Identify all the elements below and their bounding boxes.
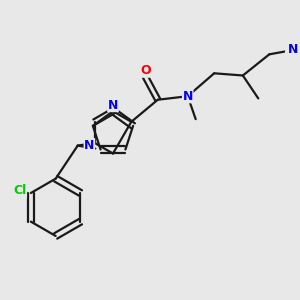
Text: N: N	[288, 44, 299, 56]
Text: N: N	[84, 139, 94, 152]
Text: N: N	[183, 90, 193, 103]
Text: N: N	[108, 98, 118, 112]
Text: Cl: Cl	[13, 184, 26, 197]
Text: O: O	[140, 64, 151, 77]
